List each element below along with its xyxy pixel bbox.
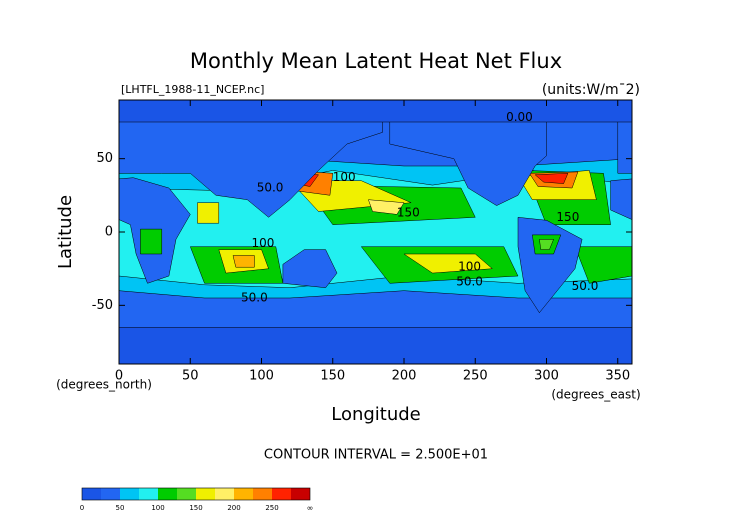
colorbar-segment (253, 488, 272, 500)
contour-region (232, 255, 255, 268)
contour-region (631, 327, 632, 364)
colorbar-tick-label: 200 (227, 504, 240, 512)
contour-region (119, 100, 632, 123)
contour-region (22, 173, 55, 183)
contour-region (119, 100, 120, 123)
colorbar-segment (234, 488, 253, 500)
y-axis-label: Latitude (55, 195, 76, 269)
x-tick-label: 0 (115, 369, 123, 384)
colorbar-segment (139, 488, 158, 500)
contour-region (653, 229, 674, 254)
contour-label: 150 (397, 205, 420, 219)
contour-region (746, 256, 752, 268)
y-unit-label: (degrees_north) (56, 378, 152, 392)
contour-label: 50.0 (241, 291, 268, 305)
contour-region (16, 172, 64, 188)
contour-region (617, 100, 632, 174)
contour-region (534, 173, 569, 184)
chart-title: Monthly Mean Latent Heat Net Flux (190, 49, 562, 73)
x-unit-label: (degrees_east) (551, 388, 640, 402)
contour-region (282, 249, 338, 288)
contour-region (710, 203, 731, 224)
contour-label: 150 (556, 210, 579, 224)
contour-region (119, 100, 383, 218)
contour-region (197, 202, 220, 224)
x-tick-label: 250 (463, 369, 488, 384)
colorbar-end-label: ∞ (307, 504, 314, 513)
colorbar-tick-label: 250 (265, 504, 278, 512)
colorbar-segment (215, 488, 234, 500)
colorbar-segment (101, 488, 120, 500)
y-tick-label: -50 (92, 298, 113, 313)
contour-region (0, 247, 5, 284)
contour-label: 50.0 (572, 279, 599, 293)
contour-region (119, 327, 632, 364)
contour-region (631, 100, 632, 123)
colorbar-segment (82, 488, 101, 500)
contour-region (574, 246, 632, 284)
colorbar-segment (158, 488, 177, 500)
y-tick-label: 50 (96, 151, 113, 166)
contour-region (732, 250, 752, 274)
contour-region (0, 100, 34, 206)
contour-region (368, 199, 405, 215)
units-label: (units:W/m¯2) (542, 82, 640, 98)
subtitle: [LHTFL_1988-11_NCEP.nc] (121, 83, 264, 96)
contour-region (703, 247, 752, 284)
contour-region (26, 239, 40, 249)
contour-label: 50.0 (257, 181, 284, 195)
colorbar-segment (272, 488, 291, 500)
footer: CONTOUR INTERVAL = 2.500E+01 (264, 448, 488, 463)
contour-label: 50.0 (456, 274, 483, 288)
colorbar: 0 50 100 150 200 250 ∞ (80, 487, 314, 513)
contour-label: 100 (458, 260, 481, 274)
x-tick-label: 300 (534, 369, 559, 384)
contour-region (539, 239, 554, 250)
colorbar-segment (120, 488, 139, 500)
colorbar-segment (291, 488, 310, 500)
contour-region (403, 253, 493, 274)
colorbar-frame (81, 487, 311, 501)
colorbar-tick-label: 150 (189, 504, 202, 512)
colorbar-segment (196, 488, 215, 500)
contour-label: 100 (251, 236, 274, 250)
x-tick-label: 350 (605, 369, 630, 384)
contour-label: 0.00 (506, 110, 533, 124)
colorbar-segment (177, 488, 196, 500)
contour-region (631, 173, 632, 291)
x-tick-label: 100 (249, 369, 274, 384)
contour-label: 100 (333, 170, 356, 184)
contour-region (610, 178, 632, 220)
contour-region (140, 228, 163, 255)
colorbar-tick-label: 100 (151, 504, 164, 512)
y-tick-label: 0 (105, 225, 113, 240)
x-tick-label: 150 (320, 369, 345, 384)
contour-region (19, 235, 48, 254)
contour-region (631, 187, 632, 277)
colorbar-tick-label: 50 (116, 504, 125, 512)
x-tick-label: 50 (182, 369, 199, 384)
contour-region (119, 327, 120, 364)
x-axis-label: Longitude (331, 404, 421, 425)
x-tick-label: 200 (392, 369, 417, 384)
colorbar-tick-label: 0 (80, 504, 84, 512)
contour-region (389, 100, 547, 206)
